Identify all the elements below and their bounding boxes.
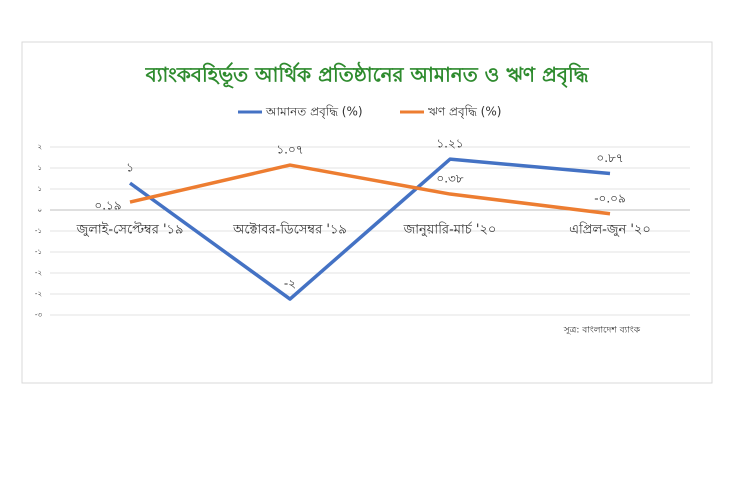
x-tick-label: জুলাই-সেপ্টেম্বর '১৯ <box>76 222 184 238</box>
data-label: -০.০৯ <box>594 191 626 205</box>
legend-label: আমানত প্রবৃদ্ধি (%) <box>265 105 363 120</box>
y-tick-label: -১ <box>35 248 42 256</box>
y-tick-label: -২ <box>35 290 42 298</box>
x-tick-label: অক্টোবর-ডিসেম্বর '১৯ <box>232 222 347 238</box>
y-tick-label: ১ <box>37 185 42 193</box>
y-tick-label: -২ <box>35 269 42 277</box>
data-label: ০.১৯ <box>94 199 121 213</box>
legend-label: ঋণ প্রবৃদ্ধি (%) <box>428 105 501 120</box>
source: সূত্র: বাংলাদেশ ব্যাংক <box>563 326 641 336</box>
data-label: ১ <box>126 161 134 175</box>
data-label: ০.৩৮ <box>436 172 463 186</box>
series-line <box>129 163 611 216</box>
data-label: ১.২১ <box>436 137 463 151</box>
chart-title: ব্যাংকবহির্ভূত আর্থিক প্রতিষ্ঠানের আমানত… <box>145 62 590 89</box>
y-tick-label: -১ <box>35 227 42 235</box>
y-tick-label: ০ <box>37 206 42 214</box>
data-label: ১.০৭ <box>276 143 303 157</box>
y-tick-label: ১ <box>37 164 42 172</box>
series-line <box>128 157 611 301</box>
y-tick-label: -৩ <box>35 311 43 319</box>
y-tick-label: ২ <box>37 143 42 151</box>
data-label: ০.৮৭ <box>596 151 623 165</box>
data-label: -২ <box>284 277 296 291</box>
x-tick-label: এপ্রিল-জুন '২০ <box>569 222 651 238</box>
x-tick-label: জানুয়ারি-মার্চ '২০ <box>403 222 497 238</box>
